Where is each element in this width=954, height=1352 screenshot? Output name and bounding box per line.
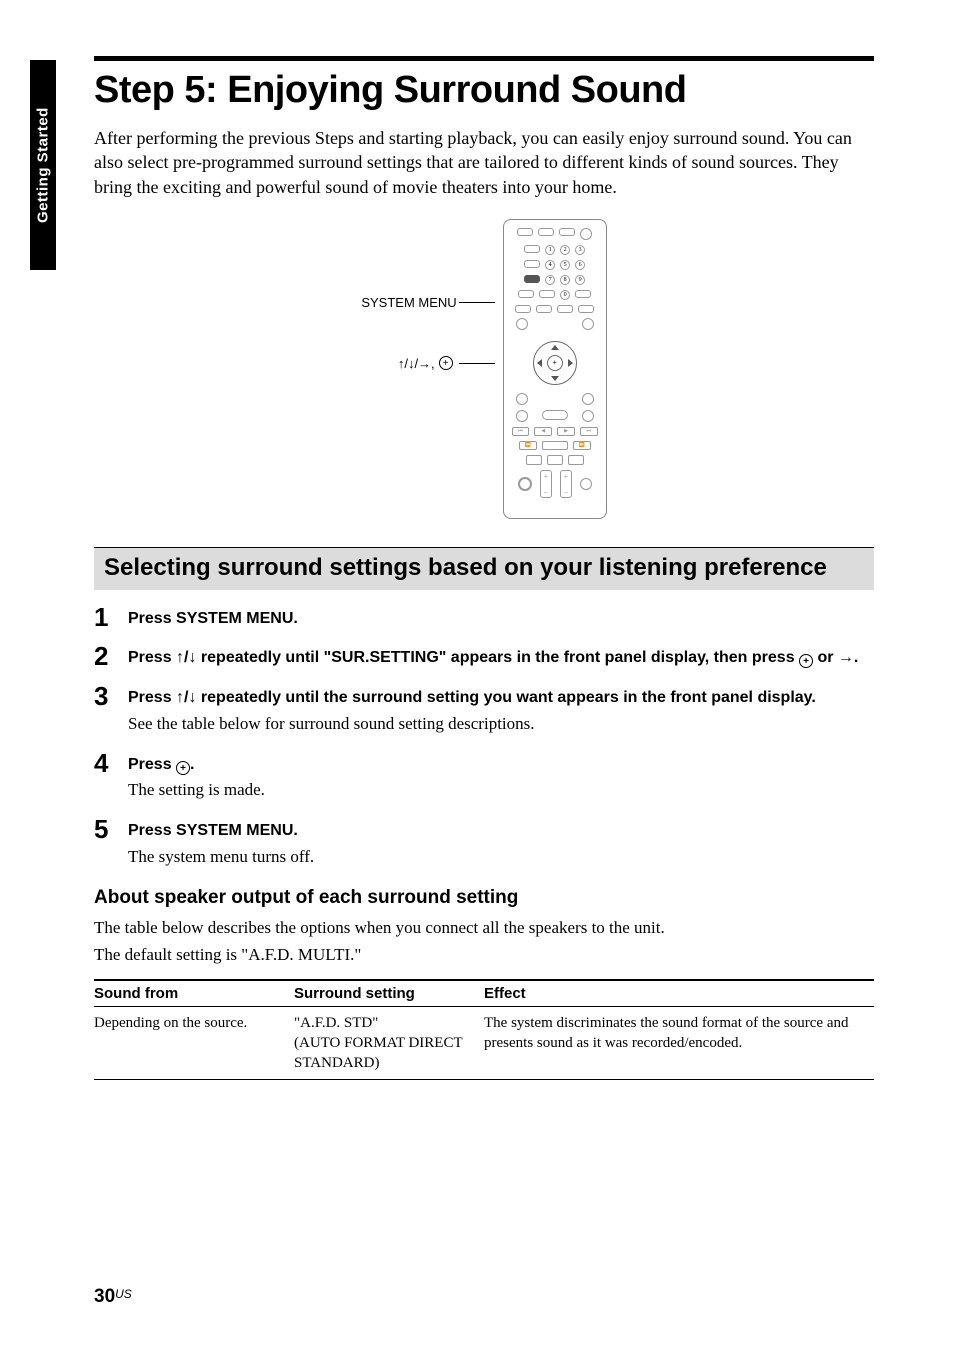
- step-plain: See the table below for surround sound s…: [128, 713, 874, 736]
- step-number: 4: [94, 750, 128, 807]
- step-item: 1 Press SYSTEM MENU.: [94, 604, 874, 634]
- about-heading: About speaker output of each surround se…: [94, 887, 874, 909]
- step-bold: Press ↑/↓ repeatedly until "SUR.SETTING"…: [128, 647, 874, 669]
- step-item: 2 Press ↑/↓ repeatedly until "SUR.SETTIN…: [94, 643, 874, 673]
- step-bold: Press ↑/↓ repeatedly until the surround …: [128, 687, 874, 709]
- remote-diagram: SYSTEM MENU ↑/↓/→, + 123 456 789 0: [94, 219, 874, 519]
- enter-icon: +: [799, 654, 813, 668]
- top-rule: [94, 56, 874, 61]
- system-menu-button-highlight: [524, 275, 540, 283]
- side-tab: Getting Started: [30, 60, 56, 270]
- page-footer: 30US: [94, 1286, 132, 1308]
- diagram-labels: SYSTEM MENU ↑/↓/→, +: [361, 219, 496, 371]
- label-nav-arrows: ↑/↓/→,: [398, 356, 435, 371]
- cell-effect: The system discriminates the sound forma…: [484, 1006, 874, 1080]
- about-p1: The table below describes the options wh…: [94, 917, 874, 940]
- steps-list: 1 Press SYSTEM MENU. 2 Press ↑/↓ repeate…: [94, 604, 874, 873]
- enter-icon: +: [176, 761, 190, 775]
- step-item: 4 Press +. The setting is made.: [94, 750, 874, 807]
- locale-code: US: [115, 1287, 132, 1301]
- leader-line: [459, 302, 495, 303]
- table-row: Depending on the source. "A.F.D. STD" (A…: [94, 1006, 874, 1080]
- step-plain: The system menu turns off.: [128, 846, 874, 869]
- step-plain: The setting is made.: [128, 779, 874, 802]
- section-heading: Selecting surround settings based on you…: [94, 547, 874, 590]
- step-bold: Press SYSTEM MENU.: [128, 608, 874, 630]
- step-bold: Press SYSTEM MENU.: [128, 820, 874, 842]
- step-bold: Press +.: [128, 754, 874, 776]
- step-number: 3: [94, 683, 128, 740]
- cell-sound-from: Depending on the source.: [94, 1006, 294, 1080]
- intro-paragraph: After performing the previous Steps and …: [94, 126, 874, 199]
- label-system-menu: SYSTEM MENU: [361, 295, 456, 310]
- th-sound-from: Sound from: [94, 980, 294, 1007]
- step-item: 5 Press SYSTEM MENU. The system menu tur…: [94, 816, 874, 873]
- surround-table: Sound from Surround setting Effect Depen…: [94, 979, 874, 1081]
- cell-setting: "A.F.D. STD" (AUTO FORMAT DIRECT STANDAR…: [294, 1006, 484, 1080]
- dpad-highlight: +: [533, 341, 577, 385]
- page-title: Step 5: Enjoying Surround Sound: [94, 69, 874, 112]
- step-number: 5: [94, 816, 128, 873]
- step-number: 2: [94, 643, 128, 673]
- enter-icon: +: [439, 356, 453, 370]
- th-effect: Effect: [484, 980, 874, 1007]
- about-p2: The default setting is "A.F.D. MULTI.": [94, 944, 874, 967]
- step-number: 1: [94, 604, 128, 634]
- page-content: Step 5: Enjoying Surround Sound After pe…: [94, 56, 874, 1080]
- leader-line: [459, 363, 495, 364]
- step-item: 3 Press ↑/↓ repeatedly until the surroun…: [94, 683, 874, 740]
- th-surround-setting: Surround setting: [294, 980, 484, 1007]
- remote-outline: 123 456 789 0 + ⏮◀▶⏭: [503, 219, 607, 519]
- page-number: 30: [94, 1286, 115, 1307]
